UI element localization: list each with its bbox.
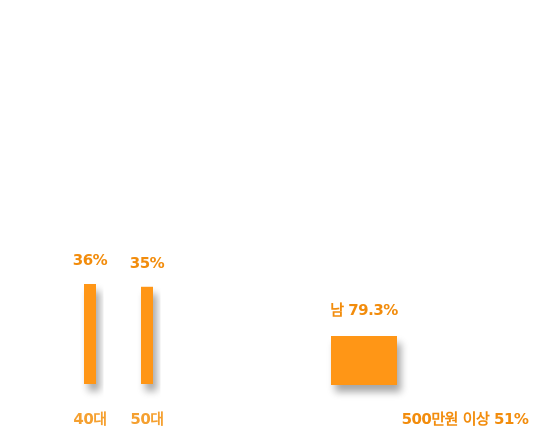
age-category-label-0: 40대 [73,410,106,428]
age-bar-1 [141,286,153,384]
income-chart: 500만원 이상 51% [402,410,530,428]
gender-chart: 남 79.3% [330,301,399,385]
age-bar-0 [84,284,96,384]
age-group-chart: 36% 40대 35% 50대 [73,251,165,428]
age-value-label-0: 36% [73,251,108,269]
age-category-label-1: 50대 [130,410,163,428]
gender-value-label: 남 79.3% [330,301,398,319]
income-value-label: 500만원 이상 51% [402,410,529,428]
gender-bar-male [331,336,397,385]
age-value-label-1: 35% [130,254,165,272]
